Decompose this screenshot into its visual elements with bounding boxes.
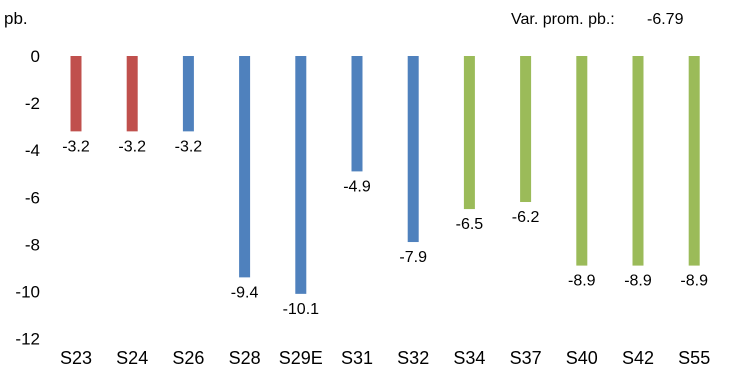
bar-s26: [182, 56, 194, 132]
y-tick-label: -12: [15, 330, 40, 349]
data-label-s26: -3.2: [175, 138, 203, 155]
x-tick-label-s28: S28: [229, 348, 261, 368]
bar-s37: [520, 56, 532, 203]
x-tick-label-s37: S37: [510, 348, 542, 368]
x-tick-label-s40: S40: [566, 348, 598, 368]
average-annotation-label: Var. prom. pb.:: [511, 11, 615, 28]
y-tick-label: -8: [25, 235, 40, 254]
y-tick-label: 0: [31, 47, 40, 66]
bar-s28: [239, 56, 251, 278]
bar-s32: [407, 56, 419, 243]
bar-s42: [632, 56, 644, 266]
data-label-s31: -4.9: [343, 178, 371, 195]
average-annotation-value: -6.79: [647, 11, 684, 28]
x-tick-label-s55: S55: [678, 348, 710, 368]
data-label-s34: -6.5: [456, 216, 484, 233]
x-tick-label-s42: S42: [622, 348, 654, 368]
x-tick-label-s23: S23: [60, 348, 92, 368]
data-label-s28: -9.4: [231, 284, 259, 301]
bar-s29e: [295, 56, 307, 294]
bar-s40: [576, 56, 588, 266]
bars: [70, 56, 700, 294]
data-label-s55: -8.9: [680, 273, 708, 290]
y-tick-label: -2: [25, 94, 40, 113]
bar-s23: [70, 56, 82, 132]
x-tick-label-s26: S26: [172, 348, 204, 368]
data-label-s23: -3.2: [62, 138, 90, 155]
x-tick-label-s29e: S29E: [279, 348, 323, 368]
data-label-s42: -8.9: [624, 273, 652, 290]
x-tick-label-s24: S24: [116, 348, 148, 368]
x-tick-label-s31: S31: [341, 348, 373, 368]
x-tick-label-s34: S34: [453, 348, 485, 368]
y-tick-label: -6: [25, 188, 40, 207]
bar-s24: [126, 56, 138, 132]
bar-s55: [688, 56, 700, 266]
bar-s31: [351, 56, 363, 172]
data-label-s24: -3.2: [118, 138, 146, 155]
y-tick-label: -4: [25, 141, 40, 160]
data-label-s37: -6.2: [512, 209, 540, 226]
x-axis-ticks: S23 S24 S26 S28 S29E S31 S32 S34 S37 S40 S42 S55: [60, 348, 710, 368]
y-axis-ticks: 0 -2 -4 -6 -8 -10 -12: [15, 47, 40, 349]
average-annotation: Var. prom. pb.: -6.79: [511, 11, 684, 28]
data-label-s32: -7.9: [399, 249, 427, 266]
data-label-s40: -8.9: [568, 273, 596, 290]
data-label-s29e: -10.1: [283, 301, 320, 318]
bar-s34: [463, 56, 475, 210]
y-axis-label: pb.: [4, 9, 28, 28]
x-tick-label-s32: S32: [397, 348, 429, 368]
data-labels: -3.2 -3.2 -3.2 -9.4 -10.1 -4.9 -7.9 -6.5 -6.2 -8.…: [62, 138, 708, 317]
y-tick-label: -10: [15, 283, 40, 302]
